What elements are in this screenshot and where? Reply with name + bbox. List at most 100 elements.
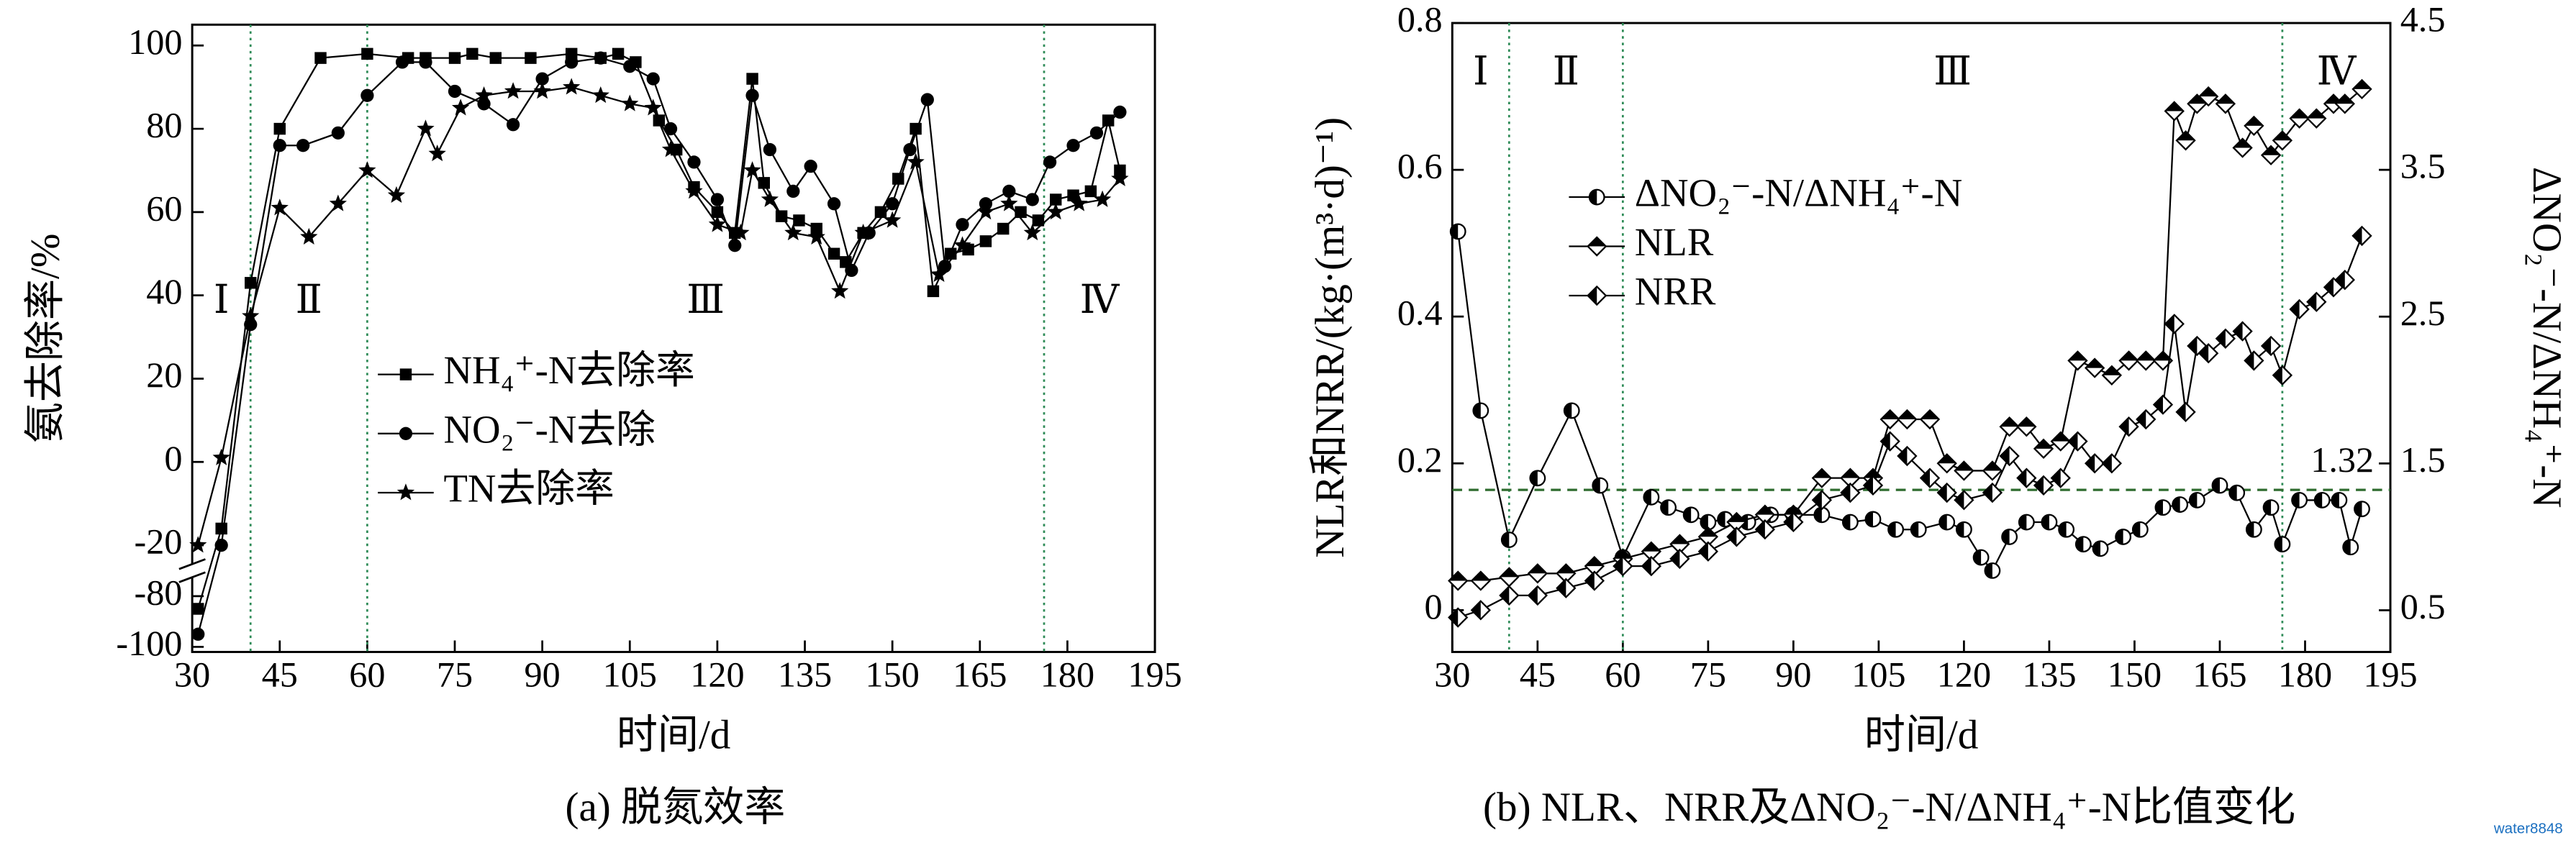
marker-star <box>329 194 347 211</box>
marker-star <box>533 82 551 99</box>
y-tick-label: 80 <box>146 105 182 145</box>
y2-tick-label: 1.5 <box>2400 439 2446 480</box>
marker-half-circle <box>1887 521 1905 538</box>
marker-fill <box>2263 500 2272 515</box>
marker-fill <box>2246 521 2254 537</box>
marker-fill <box>1613 557 1623 575</box>
marker-circle <box>331 126 345 140</box>
y2-tick-label: 3.5 <box>2400 146 2446 186</box>
marker-half-circle <box>1472 402 1489 419</box>
marker-diamond-top <box>1936 453 1957 474</box>
x-tick-label: 60 <box>349 654 385 695</box>
marker-fill <box>1613 549 1632 559</box>
marker-diamond-half <box>1448 607 1469 628</box>
marker-fill <box>1699 542 1708 561</box>
x-axis-label: 时间/d <box>1864 713 1979 758</box>
marker-half-circle <box>1956 521 1972 538</box>
marker-fill <box>1985 563 1992 578</box>
marker-diamond-half <box>1499 585 1520 606</box>
marker-fill <box>1813 491 1822 509</box>
caption: (a) 脱氮效率 <box>565 785 785 830</box>
marker-star <box>563 78 581 95</box>
marker-fill <box>2017 469 2027 488</box>
marker-half-circle <box>1682 506 1700 524</box>
marker-diamond-half <box>1669 548 1690 570</box>
marker-half-circle <box>1588 188 1605 206</box>
marker-star <box>300 227 318 245</box>
marker-star <box>1047 203 1065 220</box>
marker-half-circle <box>2354 501 2370 518</box>
marker-diamond-top <box>2244 115 2264 137</box>
marker-diamond-half <box>2215 328 2236 349</box>
marker-fill <box>1699 527 1718 537</box>
marker-half-circle <box>1984 562 2001 579</box>
marker-fill <box>2307 109 2326 119</box>
marker-fill <box>1528 586 1538 605</box>
y-tick-label: -100 <box>116 623 182 663</box>
marker-fill <box>2233 322 2243 341</box>
marker-diamond-half <box>2118 416 2139 437</box>
marker-half-circle <box>1449 223 1466 240</box>
marker-fill <box>1528 564 1547 574</box>
marker-circle <box>273 139 286 152</box>
marker-square <box>979 235 992 247</box>
marker-diamond-half <box>2084 453 2105 474</box>
marker-diamond-half <box>2334 269 2355 291</box>
marker-diamond-top <box>2334 93 2355 114</box>
marker-diamond-top <box>1999 416 2020 437</box>
marker-half-circle <box>2131 521 2149 538</box>
marker-fill <box>1813 469 1831 478</box>
y2-tick-label: 4.5 <box>2400 0 2446 40</box>
marker-fill <box>1500 586 1510 605</box>
marker-square <box>273 122 286 135</box>
marker-fill <box>1841 469 1859 478</box>
marker-fill <box>2324 278 2334 296</box>
marker-square <box>215 522 227 535</box>
series-line <box>1457 235 2363 619</box>
marker-half-circle <box>1660 499 1677 516</box>
marker-square <box>927 285 940 298</box>
marker-fill <box>1938 454 1956 464</box>
marker-fill <box>1592 478 1600 493</box>
marker-fill <box>1670 549 1680 568</box>
x-tick-label: 90 <box>525 654 561 695</box>
marker-fill <box>1450 224 1459 240</box>
marker-fill <box>1938 483 1947 502</box>
marker-star <box>907 152 925 170</box>
marker-circle <box>710 193 725 206</box>
marker-fill <box>2275 537 2282 552</box>
marker-fill <box>1587 286 1597 305</box>
marker-fill <box>1843 514 1851 530</box>
marker-diamond-half <box>2101 453 2123 474</box>
marker-half-circle <box>2172 496 2189 513</box>
legend-label: NRR <box>1635 270 1716 314</box>
marker-diamond-half <box>2136 409 2157 430</box>
marker-star <box>1000 194 1018 211</box>
marker-fill <box>1585 571 1595 590</box>
marker-star <box>417 119 435 137</box>
marker-fill <box>2076 537 2084 552</box>
marker-fill <box>2343 539 2351 555</box>
marker-fill <box>1888 521 1896 537</box>
marker-star <box>396 483 415 501</box>
marker-fill <box>2034 476 2044 495</box>
marker-half-circle <box>2331 492 2348 508</box>
x-tick-label: 60 <box>1605 654 1641 695</box>
marker-fill <box>2019 514 2027 530</box>
marker-fill <box>2177 131 2195 141</box>
marker-fill <box>2290 109 2309 119</box>
marker-star <box>761 190 779 207</box>
marker-half-circle <box>2074 536 2092 553</box>
marker-fill <box>1448 571 1467 581</box>
marker-diamond-half <box>1982 482 2003 503</box>
marker-star <box>1111 169 1129 186</box>
marker-fill <box>2133 521 2141 537</box>
marker-fill <box>1814 507 1822 523</box>
marker-fill <box>1841 483 1851 502</box>
marker-diamond-half <box>2050 467 2071 488</box>
marker-star <box>854 224 872 241</box>
marker-fill <box>2262 146 2280 155</box>
marker-diamond-half <box>2175 401 2196 422</box>
y-tick-label: 0 <box>1425 586 1443 626</box>
phase-label: Ⅲ <box>686 278 725 321</box>
